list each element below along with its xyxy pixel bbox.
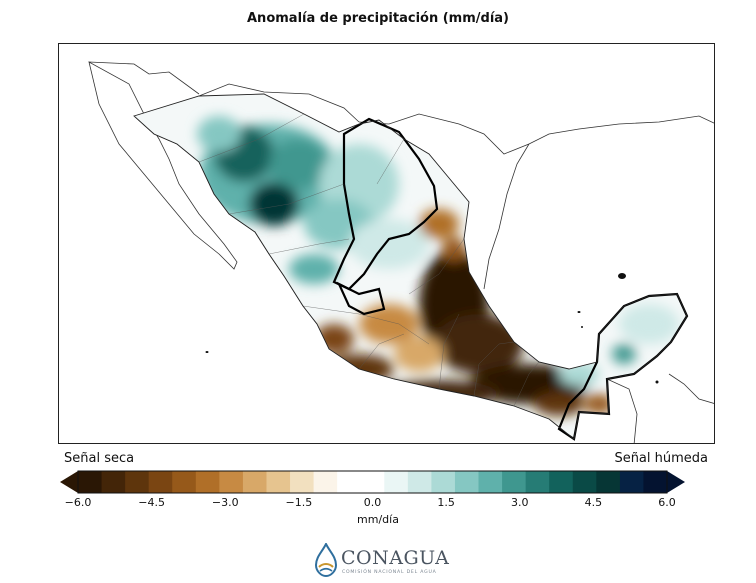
colorbar: [60, 470, 685, 494]
colorbar-cell: [431, 471, 456, 493]
colorbar-cell: [266, 471, 291, 493]
colorbar-cell: [172, 471, 197, 493]
colorbar-cell: [454, 471, 480, 493]
colorbar-cell: [525, 471, 550, 493]
islands: [205, 273, 659, 384]
colorbar-frame: [77, 470, 668, 494]
colorbar-cell: [549, 471, 574, 493]
water-drop-icon: [314, 541, 338, 578]
colorbar-tick-label: −3.0: [211, 496, 239, 509]
state-borders: [198, 113, 540, 407]
colorbar-min-arrow: [60, 471, 78, 493]
wet-signal-label: Señal húmeda: [614, 451, 708, 466]
colorbar-cell: [101, 471, 126, 493]
colorbar-cell: [619, 471, 644, 493]
colorbar-tick-label: −1.5: [285, 496, 313, 509]
colorbar-cell: [360, 471, 385, 493]
colorbar-tick-label: 0.0: [363, 496, 382, 509]
colorbar-ticks: −6.0 −4.5 −3.0 −1.5 0.0 1.5 3.0 4.5 6.0: [0, 496, 756, 512]
colorbar-cell: [478, 471, 503, 493]
coastlines: [88, 61, 714, 443]
colorbar-cell: [384, 471, 409, 493]
colorbar-tick-label: 3.0: [511, 496, 529, 509]
colorbar-cell: [242, 471, 267, 493]
precipitation-anomaly-map: [58, 43, 715, 444]
colorbar-tick-label: −6.0: [64, 496, 92, 509]
colorbar-units: mm/día: [357, 513, 399, 526]
colorbar-cell: [290, 471, 315, 493]
colorbar-cell: [219, 471, 244, 493]
colorbar-cell: [572, 471, 597, 493]
anomaly-field: [134, 94, 687, 439]
dry-signal-label: Señal seca: [64, 451, 135, 466]
colorbar-cell: [407, 471, 432, 493]
colorbar-tick-label: 4.5: [584, 496, 603, 509]
colorbar-cell: [596, 471, 621, 493]
conagua-logo: CONAGUA COMISIÓN NACIONAL DEL AGUA: [312, 541, 452, 578]
colorbar-cell: [502, 471, 527, 493]
colorbar-tick-label: 1.5: [437, 496, 455, 509]
logo-subtitle: COMISIÓN NACIONAL DEL AGUA: [342, 570, 437, 575]
logo-name: CONAGUA: [341, 547, 450, 569]
colorbar-max-arrow: [667, 471, 685, 493]
map-canvas: [88, 61, 714, 443]
colorbar-cell: [643, 471, 668, 493]
colorbar-cell: [337, 471, 362, 493]
colorbar-cell: [78, 471, 103, 493]
colorbar-tick-label: −4.5: [138, 496, 165, 509]
colorbar-cells: [78, 471, 668, 493]
colorbar-cell: [125, 471, 150, 493]
colorbar-cell: [313, 471, 338, 493]
colorbar-cell: [148, 471, 173, 493]
colorbar-cell: [195, 471, 220, 493]
colorbar-tick-label: 6.0: [658, 496, 676, 509]
mexico-outline: [133, 93, 688, 440]
map-title: Anomalía de precipitación (mm/día): [247, 11, 509, 26]
